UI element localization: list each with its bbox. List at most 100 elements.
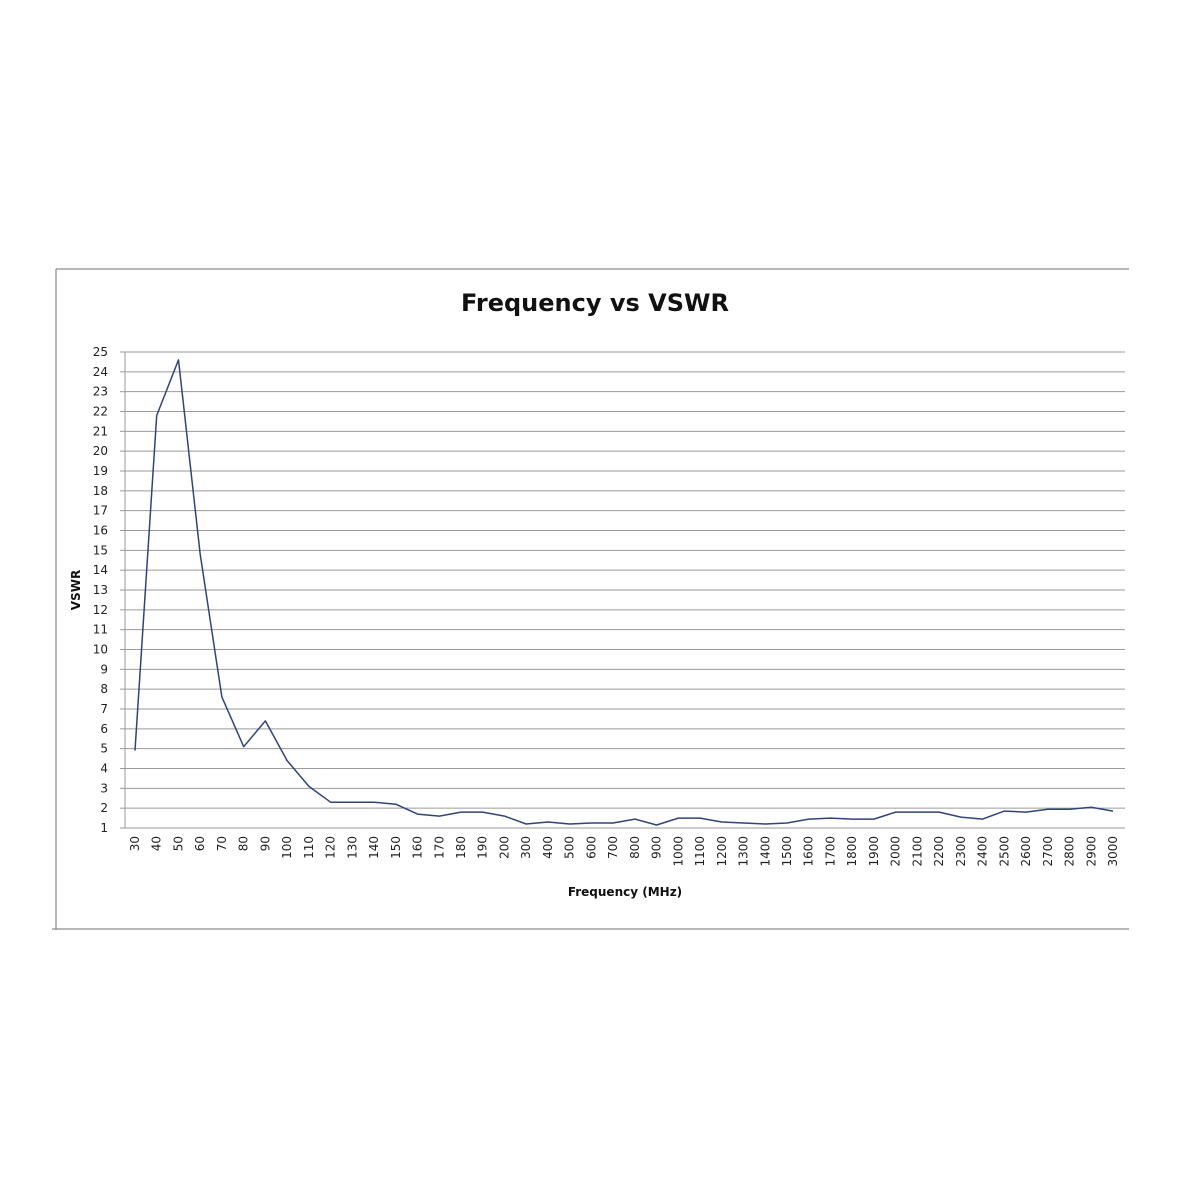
x-tick-label: 110 <box>302 836 316 859</box>
chart-title: Frequency vs VSWR <box>461 289 729 317</box>
x-tick-label: 1500 <box>780 836 794 867</box>
data-point-60 <box>199 553 201 555</box>
y-tick-label: 20 <box>93 444 108 458</box>
x-tick-label: 1700 <box>823 836 837 867</box>
data-point-90 <box>264 720 266 722</box>
y-axis-title: VSWR <box>69 570 83 610</box>
data-point-400 <box>547 821 549 823</box>
y-tick-label: 18 <box>93 484 108 498</box>
data-point-2300 <box>960 816 962 818</box>
series-line-vswr <box>134 359 1114 826</box>
x-tick-label: 40 <box>150 836 164 851</box>
y-tick-label: 14 <box>93 563 108 577</box>
x-tick-label: 2000 <box>889 836 903 867</box>
data-point-1800 <box>851 818 853 820</box>
y-tick-label: 1 <box>100 821 108 835</box>
y-tick-label: 9 <box>100 662 108 676</box>
data-point-1400 <box>764 823 766 825</box>
x-axis-ticks: 30 40 50 60 70 80 90 100 110 120 130 140 150 160 170 18… <box>128 836 1120 867</box>
data-point-160 <box>417 813 419 815</box>
x-tick-label: 80 <box>237 836 251 851</box>
x-tick-label: 1400 <box>758 836 772 867</box>
x-tick-label: 90 <box>258 836 272 851</box>
x-tick-label: 2200 <box>932 836 946 867</box>
x-tick-label: 2500 <box>997 836 1011 867</box>
x-tick-label: 1600 <box>802 836 816 867</box>
data-point-140 <box>373 801 375 803</box>
data-point-1200 <box>721 821 723 823</box>
data-point-30 <box>134 750 136 752</box>
data-point-170 <box>438 815 440 817</box>
data-point-700 <box>612 822 614 824</box>
y-tick-label: 11 <box>93 623 108 637</box>
data-point-2900 <box>1090 806 1092 808</box>
data-point-180 <box>460 811 462 813</box>
x-tick-label: 1000 <box>671 836 685 867</box>
data-point-40 <box>156 414 158 416</box>
data-point-50 <box>177 359 179 361</box>
x-tick-label: 2700 <box>1041 836 1055 867</box>
x-tick-label: 200 <box>497 836 511 859</box>
data-point-100 <box>286 760 288 762</box>
data-point-1500 <box>786 822 788 824</box>
y-tick-label: 15 <box>93 543 108 557</box>
x-tick-label: 1100 <box>693 836 707 867</box>
x-tick-label: 100 <box>280 836 294 859</box>
data-point-150 <box>395 803 397 805</box>
y-tick-label: 12 <box>93 603 108 617</box>
x-tick-label: 150 <box>389 836 403 859</box>
x-tick-label: 2900 <box>1084 836 1098 867</box>
x-tick-label: 1300 <box>737 836 751 867</box>
x-tick-label: 2100 <box>910 836 924 867</box>
y-tick-label: 10 <box>93 643 108 657</box>
data-point-3000 <box>1112 810 1114 812</box>
y-tick-label: 19 <box>93 464 108 478</box>
data-point-300 <box>525 823 527 825</box>
x-tick-label: 140 <box>367 836 381 859</box>
x-tick-label: 400 <box>541 836 555 859</box>
data-point-2100 <box>916 811 918 813</box>
data-point-110 <box>308 785 310 787</box>
x-tick-label: 900 <box>650 836 664 859</box>
x-tick-label: 800 <box>628 836 642 859</box>
data-point-600 <box>590 822 592 824</box>
y-tick-label: 7 <box>100 702 108 716</box>
x-tick-label: 2400 <box>976 836 990 867</box>
y-tick-label: 24 <box>93 365 108 379</box>
y-tick-label: 16 <box>93 524 108 538</box>
data-point-2500 <box>1003 810 1005 812</box>
x-tick-label: 50 <box>171 836 185 851</box>
x-tick-label: 60 <box>193 836 207 851</box>
series-layer <box>134 359 1114 826</box>
data-point-1300 <box>743 822 745 824</box>
data-point-500 <box>569 823 571 825</box>
y-tick-label: 17 <box>93 504 108 518</box>
x-tick-label: 180 <box>454 836 468 859</box>
data-point-200 <box>503 815 505 817</box>
data-point-1900 <box>873 818 875 820</box>
data-point-120 <box>330 801 332 803</box>
x-tick-label: 2300 <box>954 836 968 867</box>
y-tick-label: 6 <box>100 722 108 736</box>
x-tick-label: 160 <box>411 836 425 859</box>
data-point-1100 <box>699 817 701 819</box>
data-point-1600 <box>808 818 810 820</box>
data-point-2000 <box>895 811 897 813</box>
x-tick-label: 190 <box>476 836 490 859</box>
x-tick-label: 30 <box>128 836 142 851</box>
data-point-800 <box>634 818 636 820</box>
y-axis-ticks: 1234567891011121314151617181920212223242… <box>93 345 125 835</box>
y-tick-label: 2 <box>100 801 108 815</box>
y-tick-label: 3 <box>100 781 108 795</box>
x-tick-label: 2800 <box>1063 836 1077 867</box>
data-point-190 <box>482 811 484 813</box>
x-tick-label: 300 <box>519 836 533 859</box>
x-tick-label: 70 <box>215 836 229 851</box>
x-tick-label: 170 <box>432 836 446 859</box>
data-point-900 <box>656 824 658 826</box>
x-tick-label: 2600 <box>1019 836 1033 867</box>
x-tick-label: 1200 <box>715 836 729 867</box>
y-tick-label: 25 <box>93 345 108 359</box>
data-point-2600 <box>1025 811 1027 813</box>
